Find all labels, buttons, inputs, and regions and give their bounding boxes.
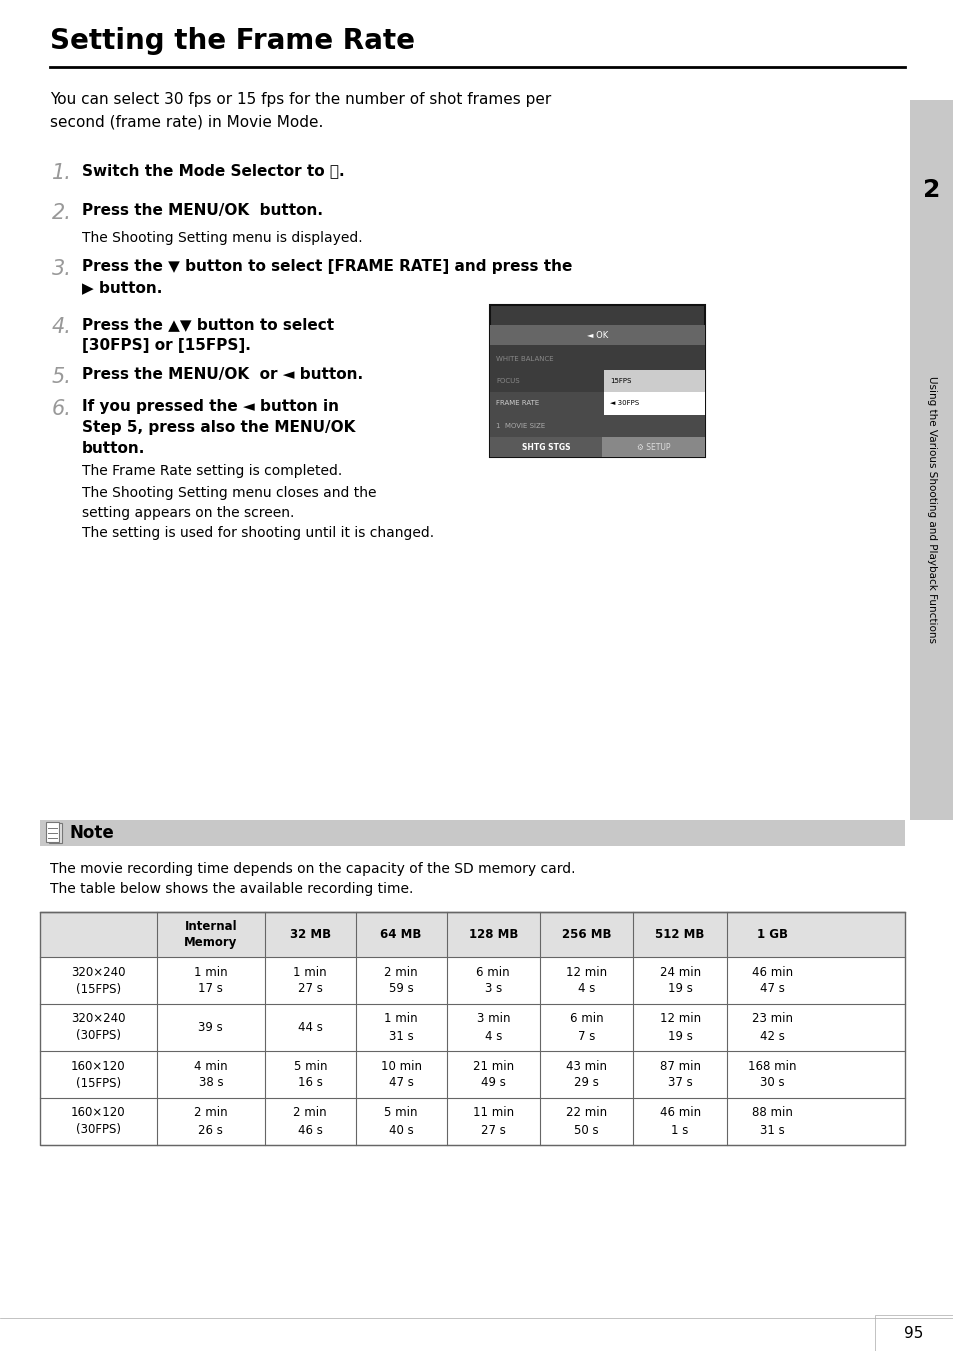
Text: You can select 30 fps or 15 fps for the number of shot frames per
second (frame : You can select 30 fps or 15 fps for the … — [50, 92, 551, 130]
Bar — [49, 823, 62, 843]
Text: Using the Various Shooting and Playback Functions: Using the Various Shooting and Playback … — [926, 377, 936, 643]
Bar — [40, 957, 904, 1146]
Text: The table below shows the available recording time.: The table below shows the available reco… — [50, 882, 413, 896]
Text: 2.: 2. — [52, 203, 71, 223]
Text: The Shooting Setting menu is displayed.: The Shooting Setting menu is displayed. — [82, 231, 362, 245]
Bar — [490, 347, 704, 370]
Bar — [490, 305, 704, 457]
Text: SHTG STGS: SHTG STGS — [521, 443, 570, 451]
Text: 5 min
40 s: 5 min 40 s — [384, 1106, 417, 1136]
Text: Press the ▼ button to select [FRAME RATE] and press the
▶ button.: Press the ▼ button to select [FRAME RATE… — [82, 259, 572, 295]
Bar — [603, 370, 704, 392]
Text: 21 min
49 s: 21 min 49 s — [472, 1059, 514, 1089]
Text: 43 min
29 s: 43 min 29 s — [565, 1059, 606, 1089]
Text: 1 GB: 1 GB — [757, 928, 787, 942]
Text: 128 MB: 128 MB — [468, 928, 517, 942]
Text: The setting is used for shooting until it is changed.: The setting is used for shooting until i… — [82, 526, 434, 540]
Bar — [490, 370, 704, 392]
Text: If you pressed the ◄ button in
Step 5, press also the MENU/OK
button.: If you pressed the ◄ button in Step 5, p… — [82, 399, 355, 457]
Text: 88 min
31 s: 88 min 31 s — [751, 1106, 792, 1136]
Text: 22 min
50 s: 22 min 50 s — [565, 1106, 607, 1136]
Bar — [490, 392, 704, 415]
Text: 2: 2 — [923, 178, 940, 203]
Bar — [603, 392, 704, 415]
Text: 2 min
59 s: 2 min 59 s — [384, 966, 417, 996]
Text: 11 min
27 s: 11 min 27 s — [472, 1106, 514, 1136]
Text: 168 min
30 s: 168 min 30 s — [747, 1059, 796, 1089]
Text: 5 min
16 s: 5 min 16 s — [294, 1059, 327, 1089]
Text: 2 min
46 s: 2 min 46 s — [294, 1106, 327, 1136]
Text: 160×120
(30FPS): 160×120 (30FPS) — [71, 1106, 126, 1136]
Bar — [40, 912, 904, 957]
Text: 4 min
38 s: 4 min 38 s — [193, 1059, 228, 1089]
Text: 1  MOVIE SIZE: 1 MOVIE SIZE — [496, 423, 545, 428]
Text: The movie recording time depends on the capacity of the SD memory card.: The movie recording time depends on the … — [50, 862, 575, 875]
Text: 64 MB: 64 MB — [380, 928, 421, 942]
Text: Internal
Memory: Internal Memory — [184, 920, 237, 948]
Text: 160×120
(15FPS): 160×120 (15FPS) — [71, 1059, 126, 1089]
Text: 4.: 4. — [52, 317, 71, 336]
Text: 512 MB: 512 MB — [655, 928, 704, 942]
Text: 6 min
7 s: 6 min 7 s — [569, 1012, 603, 1043]
Text: 1 min
31 s: 1 min 31 s — [384, 1012, 417, 1043]
Text: 6.: 6. — [52, 399, 71, 419]
Text: 1 min
27 s: 1 min 27 s — [294, 966, 327, 996]
Bar — [40, 820, 904, 846]
Text: ◄ OK: ◄ OK — [586, 331, 607, 339]
Text: 87 min
37 s: 87 min 37 s — [659, 1059, 700, 1089]
Bar — [490, 415, 704, 436]
Bar — [601, 436, 704, 457]
Text: 44 s: 44 s — [297, 1021, 322, 1034]
Text: 15FPS: 15FPS — [610, 378, 631, 384]
Text: 46 min
1 s: 46 min 1 s — [659, 1106, 700, 1136]
Text: 3 min
4 s: 3 min 4 s — [476, 1012, 510, 1043]
Text: Note: Note — [70, 824, 114, 842]
Bar — [46, 821, 59, 842]
Text: FOCUS: FOCUS — [496, 378, 519, 384]
Text: 256 MB: 256 MB — [561, 928, 611, 942]
Bar — [909, 100, 953, 820]
Text: The Frame Rate setting is completed.: The Frame Rate setting is completed. — [82, 463, 342, 478]
Text: Press the MENU/OK  or ◄ button.: Press the MENU/OK or ◄ button. — [82, 367, 363, 382]
Text: 5.: 5. — [52, 367, 71, 386]
Text: 320×240
(15FPS): 320×240 (15FPS) — [71, 966, 126, 996]
Bar — [490, 326, 704, 347]
Text: ⚙ SETUP: ⚙ SETUP — [636, 443, 669, 451]
Text: 39 s: 39 s — [198, 1021, 223, 1034]
Text: FRAME RATE: FRAME RATE — [496, 400, 538, 407]
Text: 24 min
19 s: 24 min 19 s — [659, 966, 700, 996]
Text: Press the MENU/OK  button.: Press the MENU/OK button. — [82, 203, 323, 218]
Text: Setting the Frame Rate: Setting the Frame Rate — [50, 27, 415, 55]
Bar — [874, 1315, 953, 1351]
Text: 23 min
42 s: 23 min 42 s — [751, 1012, 792, 1043]
Text: 1.: 1. — [52, 163, 71, 182]
Text: 12 min
4 s: 12 min 4 s — [565, 966, 607, 996]
Bar — [490, 436, 601, 457]
Text: WHITE BALANCE: WHITE BALANCE — [496, 355, 553, 362]
Bar — [490, 326, 704, 345]
Text: 10 min
47 s: 10 min 47 s — [380, 1059, 421, 1089]
Text: Press the ▲▼ button to select
[30FPS] or [15FPS].: Press the ▲▼ button to select [30FPS] or… — [82, 317, 334, 353]
Text: 2 min
26 s: 2 min 26 s — [193, 1106, 228, 1136]
Text: Switch the Mode Selector to ⎙.: Switch the Mode Selector to ⎙. — [82, 163, 344, 178]
Text: ◄ 30FPS: ◄ 30FPS — [610, 400, 639, 407]
Text: 1 min
17 s: 1 min 17 s — [193, 966, 228, 996]
Text: 32 MB: 32 MB — [290, 928, 331, 942]
Text: 95: 95 — [903, 1325, 923, 1340]
Text: 46 min
47 s: 46 min 47 s — [751, 966, 792, 996]
Text: 320×240
(30FPS): 320×240 (30FPS) — [71, 1012, 126, 1043]
Text: The Shooting Setting menu closes and the
setting appears on the screen.: The Shooting Setting menu closes and the… — [82, 486, 376, 520]
Text: 12 min
19 s: 12 min 19 s — [659, 1012, 700, 1043]
Text: 6 min
3 s: 6 min 3 s — [476, 966, 510, 996]
Bar — [40, 912, 904, 1146]
Text: 3.: 3. — [52, 259, 71, 280]
